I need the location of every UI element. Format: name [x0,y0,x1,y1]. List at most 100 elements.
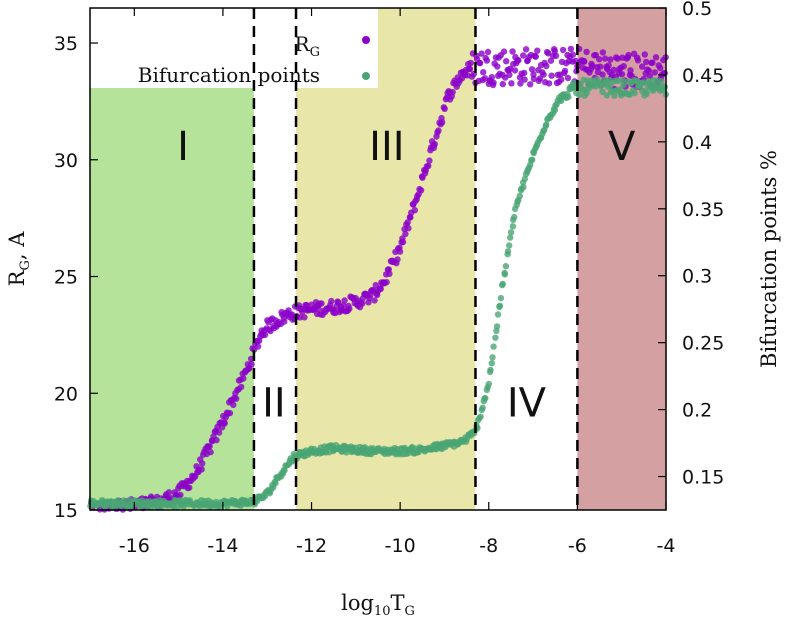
x-tick-label: -10 [385,535,416,557]
rg-point [558,76,565,83]
bifurcation-point [487,366,494,374]
bifurcation-point [583,89,590,97]
region-label-1: I [177,124,189,170]
rg-point [207,448,214,456]
legend-marker-rg [362,36,370,44]
rg-point [583,48,590,56]
bifurcation-point [502,263,510,270]
axes: -16 -14 -12 -10 -8 -6 -4 15 20 25 30 35 0.15 0.2 0.25 0… [54,0,725,557]
rg-point [371,297,378,304]
rg-point [601,55,609,62]
rg-point [545,80,553,87]
rg-point [527,81,534,88]
rg-point [599,71,606,78]
rg-point [405,225,412,232]
region-label-4: IV [507,381,547,427]
bifurcation-point [492,334,499,341]
rg-point [581,58,588,65]
rg-point [561,67,569,75]
rg-point [500,48,508,55]
rg-point [547,57,555,64]
rg-point [328,297,335,305]
rg-point [528,66,536,73]
rg-point [646,72,653,80]
rg-point [301,314,308,321]
bifurcation-point [521,175,528,183]
rg-point [230,401,237,408]
bifurcation-point [479,404,486,411]
rg-point [254,343,262,350]
rg-point [238,383,245,391]
rg-point [618,71,626,78]
rg-point [484,48,492,56]
x-tick-label: -6 [568,535,587,557]
rg-point [341,297,348,304]
rg-point [177,491,184,499]
rg-point [651,69,658,76]
rg-point [467,59,474,67]
rg-point [449,88,456,96]
rg-point [476,59,484,67]
y-right-tick-label: 0.45 [682,65,724,87]
bifurcation-point [661,83,668,91]
rg-point [213,436,220,444]
rg-point [233,395,240,402]
bifurcation-point [504,248,512,255]
rg-point [346,305,353,312]
bifurcation-point [506,242,513,249]
rg-point [522,46,530,53]
rg-point [377,285,384,293]
rg-point [599,49,607,56]
bifurcation-point [565,93,572,101]
y-right-tick-label: 0.5 [682,0,712,20]
region-label-2: II [262,381,286,427]
region-label-3: III [369,124,404,170]
bifurcation-point [657,78,665,85]
rg-point [439,119,446,126]
rg-point [359,300,366,307]
rg-point [404,219,411,226]
rg-point [503,58,510,65]
rg-point [517,80,524,87]
bifurcation-point [599,88,606,96]
rg-point [198,466,205,473]
bifurcation-point [615,77,622,84]
bifurcation-point [620,81,627,89]
rg-point [596,63,604,70]
rg-point [652,54,660,61]
legend-label-bifurcation: Bifurcation points [138,63,320,87]
rg-point [567,45,575,53]
y-right-tick-label: 0.4 [682,132,712,154]
rg-point [426,157,433,164]
rg-point [625,51,632,59]
y-right-axis-title: Bifurcation points % [757,150,781,368]
rg-point [206,443,213,450]
rg-point [499,80,506,88]
bifurcation-point [490,343,497,350]
bifurcation-point [281,467,288,474]
rg-point [540,71,547,78]
y-right-tick-label: 0.15 [682,467,724,489]
y-left-tick-label: 15 [54,500,78,522]
region-boundaries [252,8,579,510]
rg-point [318,300,325,307]
plot-frame [89,7,667,511]
rg-point [494,63,501,70]
rg-point [488,74,495,81]
rg-point [248,361,255,368]
bifurcation-point [507,229,515,236]
rg-point [490,79,497,86]
bifurcation-point [543,121,550,128]
bifurcation-point [529,156,536,163]
rg-point [394,256,401,263]
rg-point [521,69,528,77]
x-tick-label: -4 [657,535,676,557]
region-label-5: V [608,124,636,170]
rg-point [215,429,223,436]
rg-point [607,56,614,63]
bifurcation-point [497,294,505,302]
rg-point [199,460,206,467]
data-points [87,45,670,513]
rg-point [643,58,650,66]
x-tick-label: -8 [479,535,498,557]
